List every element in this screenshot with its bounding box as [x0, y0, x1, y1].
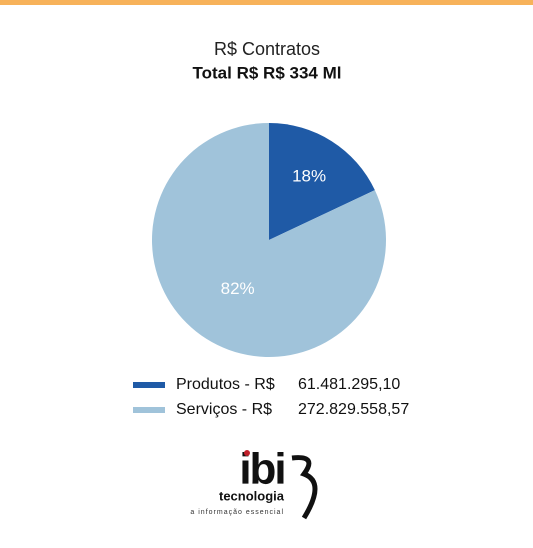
top-bar: [0, 0, 533, 5]
legend-label: Produtos - R$: [176, 376, 275, 393]
legend-amount: 61.481.295,10: [298, 376, 400, 393]
pie-slice: [152, 123, 387, 358]
chart-title: R$ Contratos: [214, 39, 320, 59]
slice-label: 18%: [292, 166, 326, 185]
legend-swatch: [133, 407, 165, 413]
chart-subtitle: Total R$ R$ 334 Ml: [193, 63, 342, 82]
logo: ibi tecnologia a informação essencial: [190, 445, 318, 520]
pie: 18% 82%: [152, 123, 387, 358]
legend: Produtos - R$ 61.481.295,10 Serviços - R$ 2…: [133, 376, 409, 418]
legend-label: Serviços - R$: [176, 401, 272, 418]
logo-name: tecnologia: [219, 488, 285, 503]
pie-slice: [269, 123, 375, 240]
logo-tagline: a informação essencial: [190, 509, 284, 516]
legend-amount: 272.829.558,57: [298, 401, 409, 418]
legend-swatch: [133, 382, 165, 388]
logo-dot: [244, 450, 250, 456]
slice-label: 82%: [221, 279, 255, 298]
logo-mark: [291, 455, 318, 520]
